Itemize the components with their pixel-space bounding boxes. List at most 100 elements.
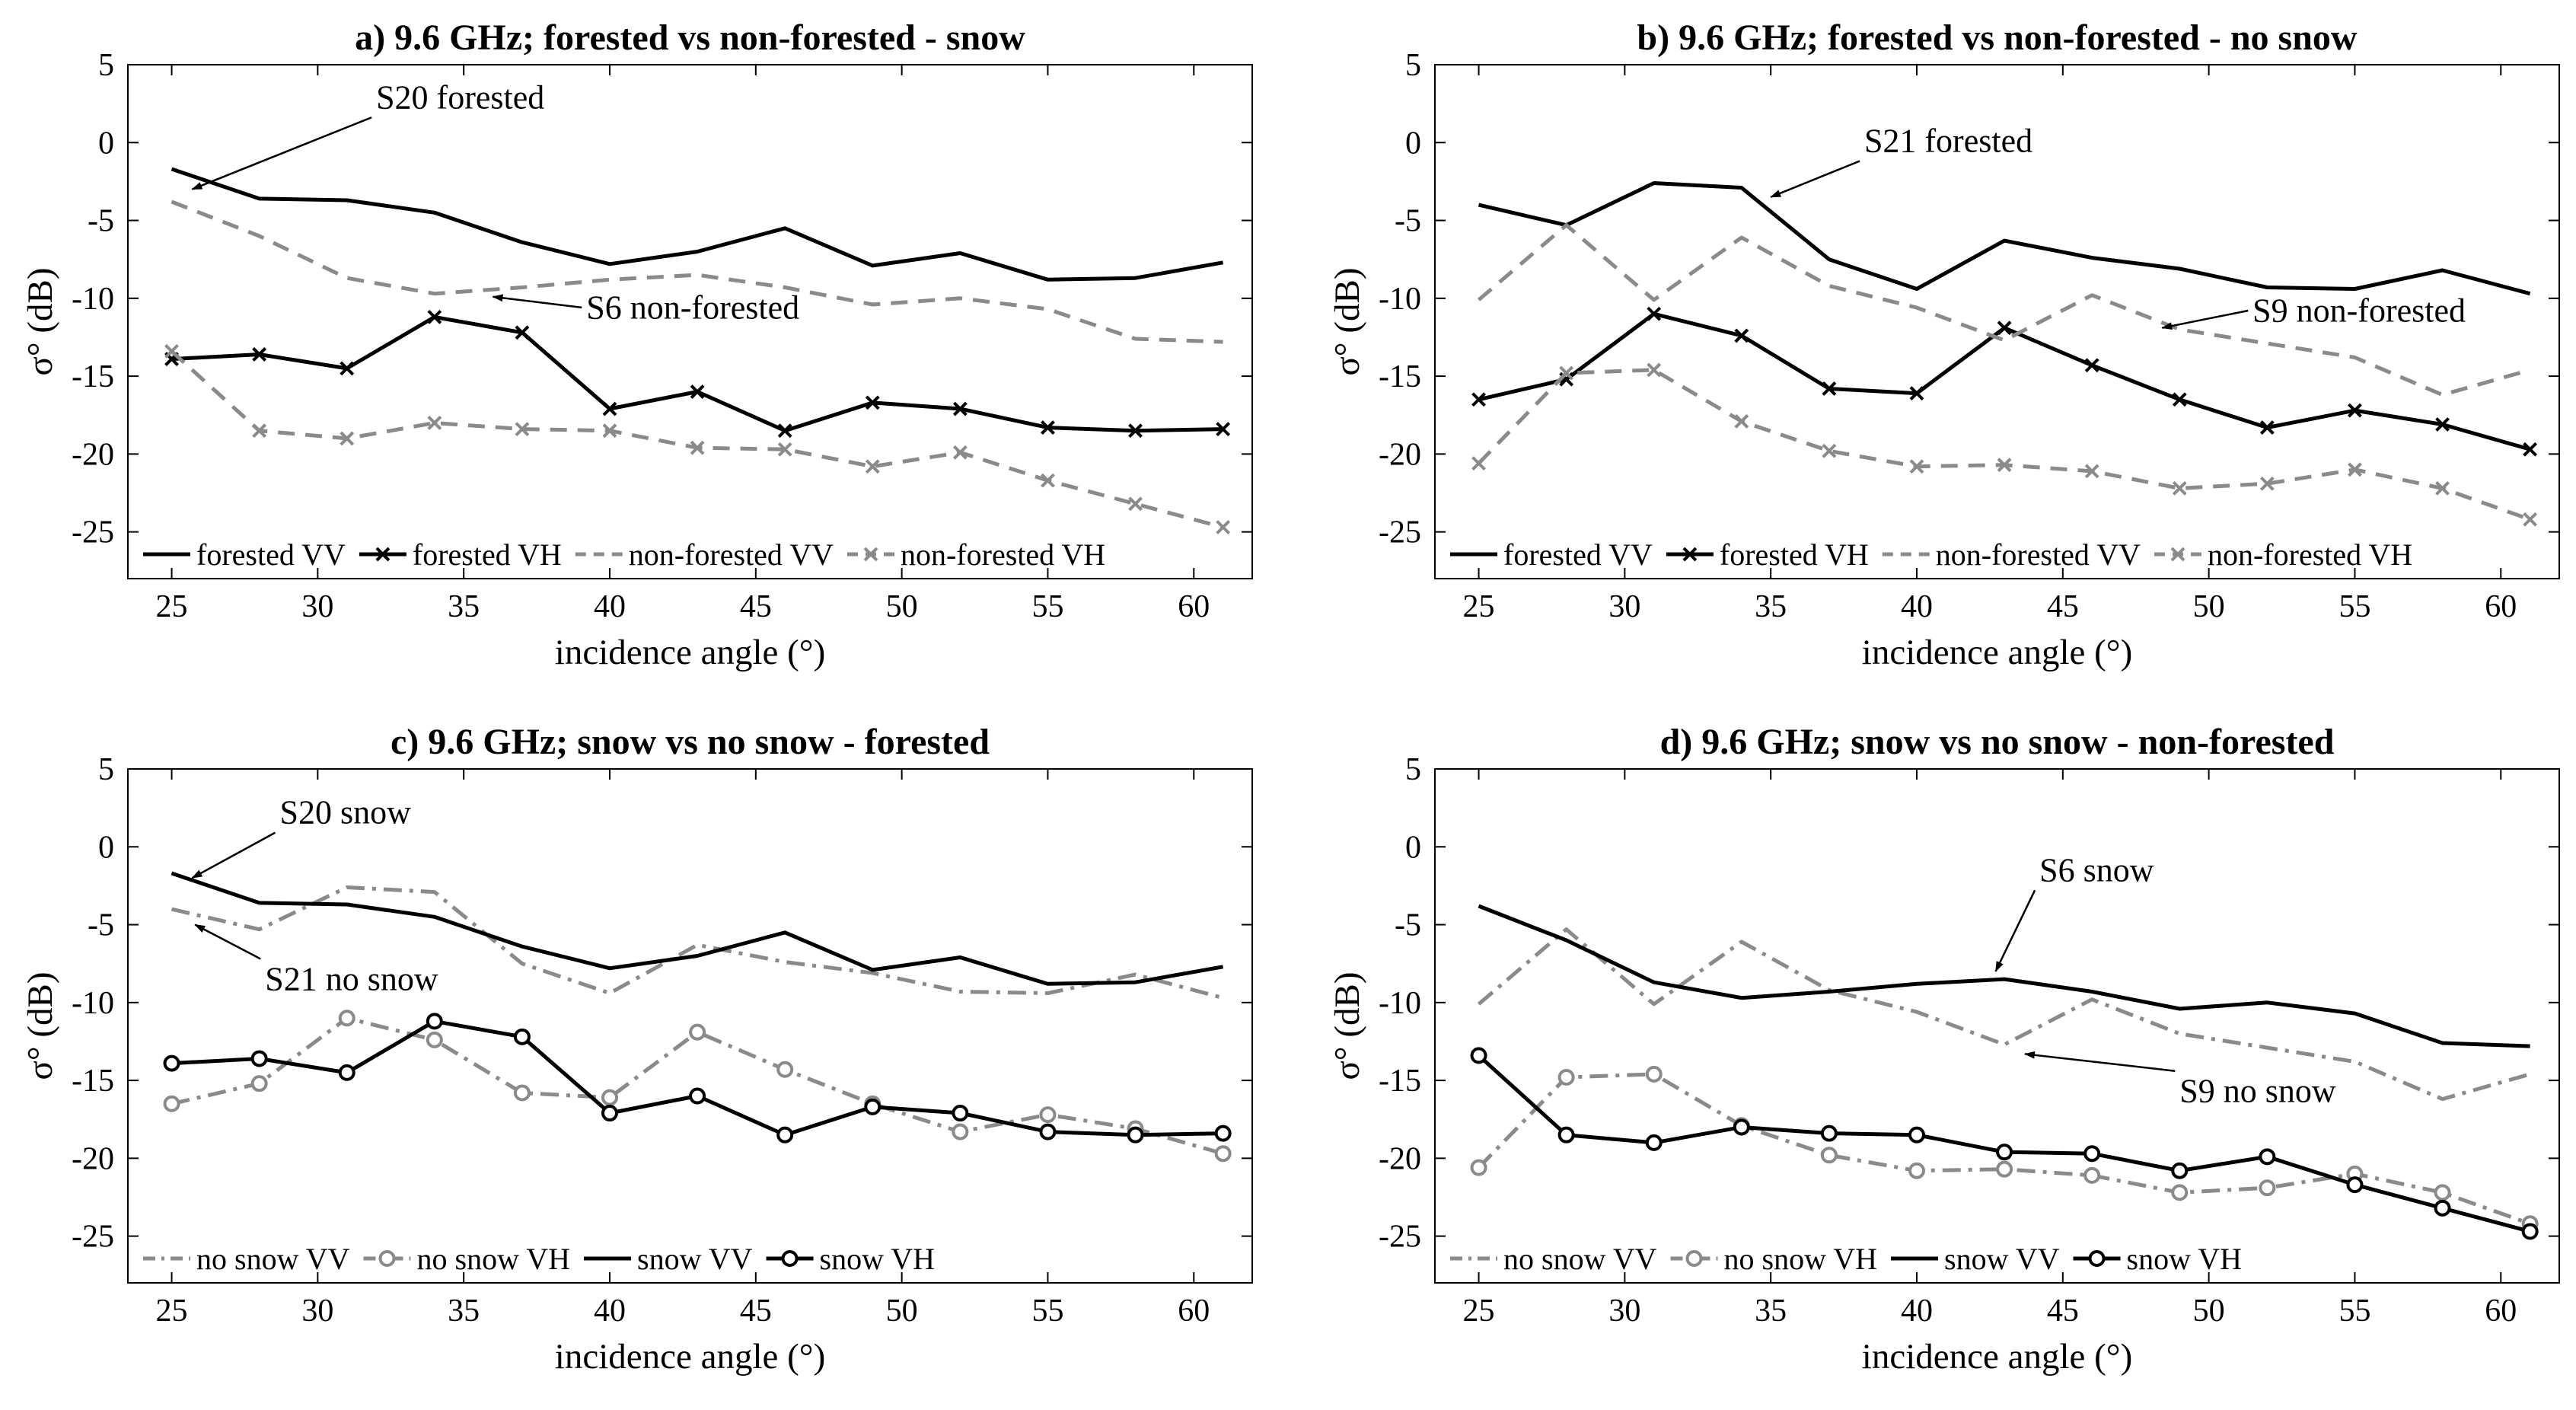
data-point xyxy=(602,423,617,439)
x-tick-label: 30 xyxy=(301,1294,333,1329)
data-point xyxy=(2521,1223,2539,1240)
x-tick-label: 55 xyxy=(1031,1294,1063,1329)
x-axis-label: incidence angle (°) xyxy=(555,1337,825,1377)
legend-entry-label: no snow VV xyxy=(196,1242,350,1276)
y-tick-label: 5 xyxy=(98,752,114,787)
legend-entry-label: forested VV xyxy=(196,538,346,572)
data-point xyxy=(1820,1124,1838,1142)
data-point xyxy=(2084,464,2099,479)
data-point xyxy=(865,395,880,410)
y-tick-label: -10 xyxy=(72,282,114,317)
data-point xyxy=(2171,1162,2189,1179)
series-line-forested-VH xyxy=(171,314,1223,433)
y-tick-label: -20 xyxy=(1379,437,1421,472)
legend-marker xyxy=(378,1250,396,1267)
series-line-non-forested-VV xyxy=(1477,223,2531,397)
data-point xyxy=(513,1084,531,1102)
y-tick-label: 0 xyxy=(1405,126,1421,161)
x-tick-label: 40 xyxy=(1901,1294,1933,1329)
y-tick-label: -10 xyxy=(1379,282,1421,317)
x-tick-label: 55 xyxy=(2338,1294,2370,1329)
legend-entry-label: no snow VV xyxy=(1503,1242,1657,1276)
y-tick-label: -25 xyxy=(72,1220,114,1255)
data-point xyxy=(2259,1148,2276,1166)
x-tick-label: 50 xyxy=(886,1294,918,1329)
legend-entry-label: snow VH xyxy=(820,1242,936,1276)
x-tick-label: 50 xyxy=(2193,1294,2225,1329)
data-point xyxy=(1909,386,1924,401)
data-point xyxy=(689,1087,706,1105)
y-axis-label: σ° (dB) xyxy=(21,971,60,1080)
y-tick-label: -25 xyxy=(1379,515,1421,550)
x-tick-label: 30 xyxy=(1608,1294,1640,1329)
series-line-forested-VV xyxy=(1478,181,2531,296)
annotation-arrow xyxy=(1994,889,2036,972)
data-point xyxy=(1909,459,1924,474)
y-axis-label: σ° (dB) xyxy=(1328,267,1367,375)
y-tick-label: -25 xyxy=(1379,1220,1421,1255)
data-point xyxy=(2083,1166,2101,1184)
data-point xyxy=(1216,422,1231,437)
x-tick-label: 35 xyxy=(448,1294,480,1329)
annotation-arrow xyxy=(191,116,372,190)
annotation-arrow xyxy=(194,924,261,960)
x-tick-label: 45 xyxy=(740,1294,772,1329)
x-tick-label: 40 xyxy=(1901,589,1933,624)
data-point xyxy=(1647,362,1662,378)
x-tick-label: 60 xyxy=(1178,589,1210,624)
data-point xyxy=(1645,1134,1663,1151)
data-point xyxy=(1216,520,1231,534)
data-point xyxy=(1470,1047,1487,1064)
y-tick-label: -15 xyxy=(72,359,114,394)
data-point xyxy=(1996,1160,2013,1178)
y-tick-label: -5 xyxy=(88,204,114,239)
data-point xyxy=(2523,442,2538,457)
data-point xyxy=(2259,476,2275,491)
data-point xyxy=(1997,458,2012,473)
x-tick-label: 60 xyxy=(2485,589,2517,624)
data-point xyxy=(163,1095,180,1112)
legend-entry-label: forested VV xyxy=(1503,538,1653,572)
x-tick-label: 50 xyxy=(886,589,918,624)
data-point xyxy=(1041,420,1055,435)
series-line-non-forested-VH xyxy=(170,349,1224,529)
data-point xyxy=(1557,1126,1575,1144)
axes-frame xyxy=(127,64,1253,579)
legend-marker xyxy=(863,547,878,562)
series-line-no-snow-VV xyxy=(1477,927,2531,1102)
data-point xyxy=(1559,365,1574,381)
chart-panel-d: d) 9.6 GHz; snow vs no snow - non-forest… xyxy=(1328,722,2560,1377)
axes-frame xyxy=(127,768,1253,1284)
series-line-forested-VV xyxy=(171,167,1224,282)
annotation-label: S21 forested xyxy=(1864,123,2032,160)
data-point xyxy=(2259,1179,2276,1197)
data-point xyxy=(952,1123,969,1140)
series-line-forested-VH xyxy=(1478,311,2531,451)
data-point xyxy=(1041,473,1055,488)
data-point xyxy=(689,1023,706,1041)
data-point xyxy=(426,1031,443,1048)
data-point xyxy=(776,1061,794,1078)
data-point xyxy=(690,384,705,399)
series-line-snow-VH xyxy=(1477,1054,2531,1233)
data-point xyxy=(1734,328,1749,343)
y-tick-label: 0 xyxy=(98,126,114,161)
data-point xyxy=(1822,381,1837,396)
annotation-arrow xyxy=(2161,309,2249,330)
data-point xyxy=(1471,456,1486,471)
y-axis-label: σ° (dB) xyxy=(21,267,60,375)
data-point xyxy=(1996,1144,2013,1161)
data-point xyxy=(1647,306,1662,321)
legend-marker xyxy=(781,1250,799,1267)
y-tick-label: -5 xyxy=(88,908,114,943)
legend-marker xyxy=(375,547,391,562)
legend-entry-label: forested VH xyxy=(1720,538,1869,572)
x-tick-label: 30 xyxy=(301,589,333,624)
data-point xyxy=(602,401,617,416)
data-point xyxy=(426,1013,443,1030)
legend-marker xyxy=(1685,1250,1703,1267)
axes-frame xyxy=(1434,64,2560,579)
y-tick-label: 5 xyxy=(1405,752,1421,787)
data-point xyxy=(777,442,792,457)
